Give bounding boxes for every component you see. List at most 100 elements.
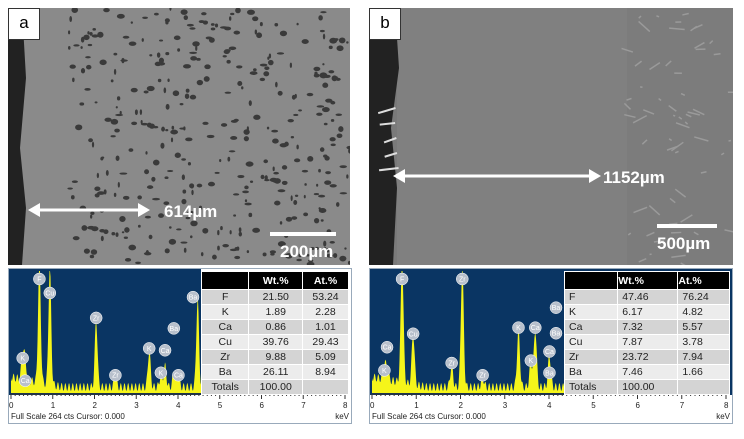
x-tick-label: 6 [635, 401, 640, 410]
peak-label: K [524, 354, 538, 367]
svg-text:Ba: Ba [545, 370, 554, 377]
peak-label: Ba [549, 301, 563, 314]
peak-label: Zr [476, 368, 489, 382]
spectrum-footer-a: Full Scale 264 cts Cursor: 0.000 [11, 412, 125, 421]
table-row: Totals 100.00 [200, 379, 349, 395]
sem-image-a: a 614µm 200µm [8, 8, 350, 265]
table-cell: Ca [200, 319, 250, 335]
table-cell: 1.66 [677, 364, 730, 380]
svg-text:Zr: Zr [459, 277, 466, 284]
header-cell: At.% [677, 271, 730, 290]
peak-label: Zr [109, 368, 122, 382]
table-row: Ba 7.46 1.66 [563, 364, 730, 380]
table-cell: 6.17 [617, 304, 679, 320]
table-cell: 100.00 [248, 379, 304, 395]
composition-table-b: Wt.% At.% F 47.46 76.24 K 6.17 4.82 Ca 7.32 5.57 C… [563, 271, 730, 395]
svg-text:Ca: Ca [545, 349, 554, 356]
svg-text:Ba: Ba [170, 326, 179, 333]
sem-image-b: b 1152µm 500µm [369, 8, 733, 265]
table-cell: 9.88 [248, 349, 304, 365]
table-row: Ca 7.32 5.57 [563, 319, 730, 335]
peak-label: Ba [549, 326, 563, 340]
x-tick-label: 0 [9, 401, 14, 410]
svg-text:K: K [516, 325, 521, 332]
svg-text:K: K [529, 358, 534, 365]
table-cell: 7.32 [617, 319, 679, 335]
table-cell: 7.46 [617, 364, 679, 380]
table-cell: 7.94 [677, 349, 730, 365]
header-cell: Wt.% [617, 271, 679, 290]
table-cell: K [200, 304, 250, 320]
header-cell: Wt.% [248, 271, 304, 290]
table-cell: F [563, 289, 619, 305]
table-cell: Zr [200, 349, 250, 365]
table-cell: 7.87 [617, 334, 679, 350]
x-tick-label: 8 [343, 401, 348, 410]
x-tick-label: 6 [259, 401, 264, 410]
peak-label: Ca [543, 345, 556, 358]
table-row: Ba 26.11 8.94 [200, 364, 349, 380]
peak-label: Ca [380, 340, 394, 354]
svg-text:Zr: Zr [479, 373, 486, 380]
panel-label-b: b [369, 8, 401, 40]
x-tick-label: 7 [679, 401, 685, 410]
peak-label: Cu [406, 327, 420, 341]
table-cell: 26.11 [248, 364, 304, 380]
x-tick-label: 8 [724, 401, 729, 410]
x-tick-label: 1 [50, 401, 56, 410]
svg-text:K: K [147, 346, 152, 353]
table-cell: Ca [563, 319, 619, 335]
table-cell: 4.82 [677, 304, 730, 320]
table-cell: Ba [200, 364, 250, 380]
peak-label: Ca [18, 374, 32, 387]
table-cell: 39.76 [248, 334, 304, 350]
svg-text:Cu: Cu [45, 291, 54, 298]
arrow-measurement-a [28, 203, 150, 217]
scale-bar-a [270, 232, 336, 236]
x-tick-label: 1 [414, 401, 419, 410]
svg-text:Ca: Ca [21, 378, 30, 385]
svg-text:Cu: Cu [409, 331, 418, 338]
table-cell: 53.24 [302, 289, 349, 305]
sem-micrograph-a [8, 8, 350, 265]
svg-text:Ba: Ba [552, 305, 561, 312]
x-tick-label: 5 [591, 401, 596, 410]
peak-label: Ca [172, 368, 185, 382]
x-tick-label: 2 [92, 401, 97, 410]
table-row: F 21.50 53.24 [200, 289, 349, 305]
table-row: Ca 0.86 1.01 [200, 319, 349, 335]
x-tick-label: 4 [547, 401, 552, 410]
peak-label: Ca [529, 321, 542, 334]
peak-label: Ba [543, 366, 556, 380]
spectrum-footer-b: Full Scale 264 cts Cursor: 0.000 [372, 412, 486, 421]
x-tick-label: 4 [176, 401, 181, 410]
svg-text:Ca: Ca [161, 348, 170, 355]
table-row: Zr 23.72 7.94 [563, 349, 730, 365]
peak-label: K [154, 366, 168, 380]
scale-bar-b [657, 224, 717, 228]
table-cell: 29.43 [302, 334, 349, 350]
table-cell: Ba [563, 364, 619, 380]
table-cell: 47.46 [617, 289, 679, 305]
svg-text:Ba: Ba [189, 295, 198, 302]
table-cell: 8.94 [302, 364, 349, 380]
peak-label: Ba [167, 322, 181, 335]
svg-text:K: K [20, 356, 25, 363]
table-cell: K [563, 304, 619, 320]
svg-text:Ca: Ca [383, 345, 392, 352]
table-cell: Zr [563, 349, 619, 365]
peak-label: K [512, 321, 525, 334]
table-row: Cu 7.87 3.78 [563, 334, 730, 350]
x-tick-label: 0 [370, 401, 375, 410]
table-cell: Cu [563, 334, 619, 350]
peak-label: F [33, 272, 46, 286]
table-cell: 1.01 [302, 319, 349, 335]
table-row: F 47.46 76.24 [563, 289, 730, 305]
svg-text:Zr: Zr [448, 361, 455, 368]
spectrum-trace [372, 271, 726, 393]
axis-unit-b: keV [716, 412, 730, 421]
peak-label: Zr [89, 311, 103, 325]
table-row: K 6.17 4.82 [563, 304, 730, 320]
scale-label-a: 200µm [280, 242, 334, 261]
x-tick-label: 5 [217, 401, 223, 410]
